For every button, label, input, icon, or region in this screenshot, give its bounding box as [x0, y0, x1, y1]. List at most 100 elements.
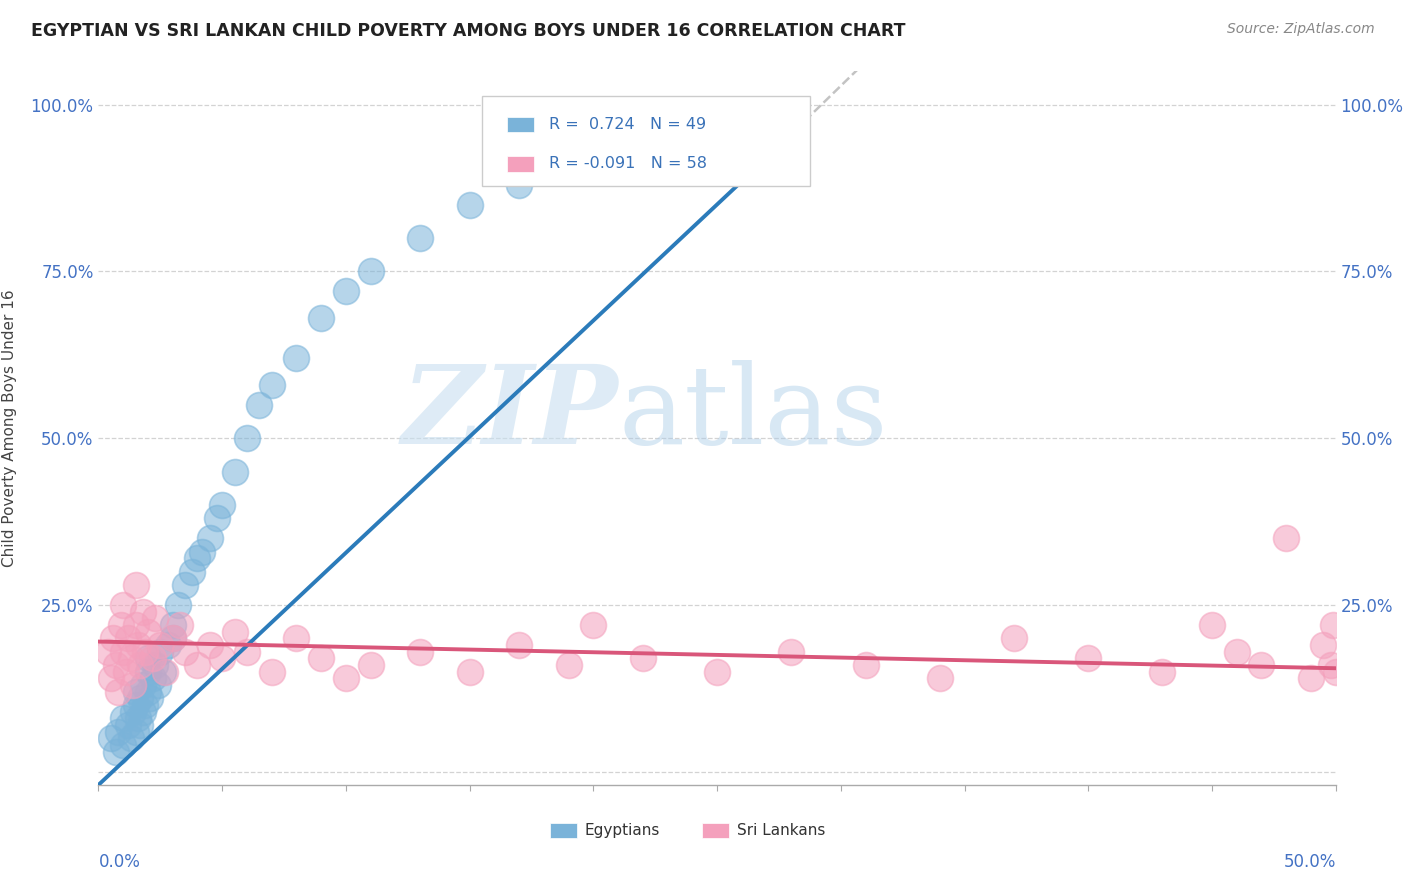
Text: Source: ZipAtlas.com: Source: ZipAtlas.com [1227, 22, 1375, 37]
Point [582, 618, 605, 632]
Point [110, 618, 132, 632]
Point [129, 657, 152, 672]
Point [136, 624, 159, 639]
Point [112, 598, 135, 612]
Text: Sri Lankans: Sri Lankans [737, 823, 825, 838]
Point [1250, 657, 1272, 672]
Point [1324, 665, 1347, 679]
Point [142, 671, 165, 685]
Point [1275, 531, 1298, 545]
Point [1201, 618, 1223, 632]
Point [136, 665, 159, 679]
Point [211, 651, 233, 665]
Point [134, 698, 156, 712]
Point [335, 671, 357, 685]
Point [1299, 671, 1322, 685]
Text: Egyptians: Egyptians [585, 823, 659, 838]
Point [124, 698, 146, 712]
Point [122, 705, 145, 719]
Point [198, 531, 221, 545]
Point [285, 632, 308, 646]
Bar [506, 156, 534, 172]
Point [211, 498, 233, 512]
Point [247, 398, 270, 412]
Point [1226, 644, 1249, 658]
Point [149, 644, 172, 658]
Point [186, 657, 208, 672]
Point [166, 598, 188, 612]
Point [557, 657, 579, 672]
FancyBboxPatch shape [482, 96, 810, 186]
Point [169, 618, 191, 632]
Point [224, 465, 246, 479]
Point [582, 151, 605, 165]
Point [360, 657, 382, 672]
Point [198, 638, 221, 652]
Point [114, 665, 136, 679]
Point [132, 678, 155, 692]
Point [928, 671, 950, 685]
Point [132, 705, 155, 719]
Text: EGYPTIAN VS SRI LANKAN CHILD POVERTY AMONG BOYS UNDER 16 CORRELATION CHART: EGYPTIAN VS SRI LANKAN CHILD POVERTY AMO… [31, 22, 905, 40]
Point [236, 644, 259, 658]
Point [1312, 638, 1334, 652]
Point [117, 718, 139, 732]
Point [260, 665, 283, 679]
Point [174, 578, 197, 592]
Point [205, 511, 228, 525]
Point [236, 431, 259, 445]
Point [186, 551, 208, 566]
Point [129, 718, 152, 732]
Point [129, 691, 152, 706]
Point [132, 605, 155, 619]
Text: atlas: atlas [619, 360, 887, 467]
Point [142, 651, 165, 665]
Text: R = -0.091   N = 58: R = -0.091 N = 58 [548, 156, 707, 171]
Point [112, 644, 135, 658]
Point [112, 738, 135, 752]
Point [143, 611, 166, 625]
Bar [506, 117, 534, 132]
Point [146, 678, 169, 692]
Point [136, 651, 159, 665]
Text: ZIP: ZIP [402, 360, 619, 467]
Point [706, 665, 728, 679]
Point [107, 684, 129, 698]
Point [260, 377, 283, 392]
Point [508, 638, 530, 652]
Point [117, 632, 139, 646]
Point [124, 684, 146, 698]
Point [152, 665, 174, 679]
Point [1319, 657, 1341, 672]
Point [136, 684, 159, 698]
Text: R =  0.724   N = 49: R = 0.724 N = 49 [548, 117, 706, 132]
Point [124, 724, 146, 739]
Point [1322, 618, 1344, 632]
Point [155, 665, 177, 679]
Point [120, 651, 142, 665]
Point [1077, 651, 1099, 665]
Point [97, 644, 120, 658]
Bar [550, 822, 578, 838]
Y-axis label: Child Poverty Among Boys Under 16: Child Poverty Among Boys Under 16 [1, 289, 17, 567]
Point [181, 565, 204, 579]
Point [409, 644, 432, 658]
Point [285, 351, 308, 365]
Point [104, 657, 127, 672]
Point [309, 311, 332, 326]
Point [104, 745, 127, 759]
Point [191, 544, 214, 558]
Point [124, 578, 146, 592]
Point [335, 285, 357, 299]
Point [360, 264, 382, 278]
Point [162, 632, 184, 646]
Point [508, 178, 530, 192]
Point [122, 678, 145, 692]
Point [134, 644, 156, 658]
Text: 0.0%: 0.0% [98, 853, 141, 871]
Point [139, 691, 162, 706]
Point [409, 231, 432, 245]
Point [143, 657, 166, 672]
Point [1002, 632, 1025, 646]
Bar [702, 822, 730, 838]
